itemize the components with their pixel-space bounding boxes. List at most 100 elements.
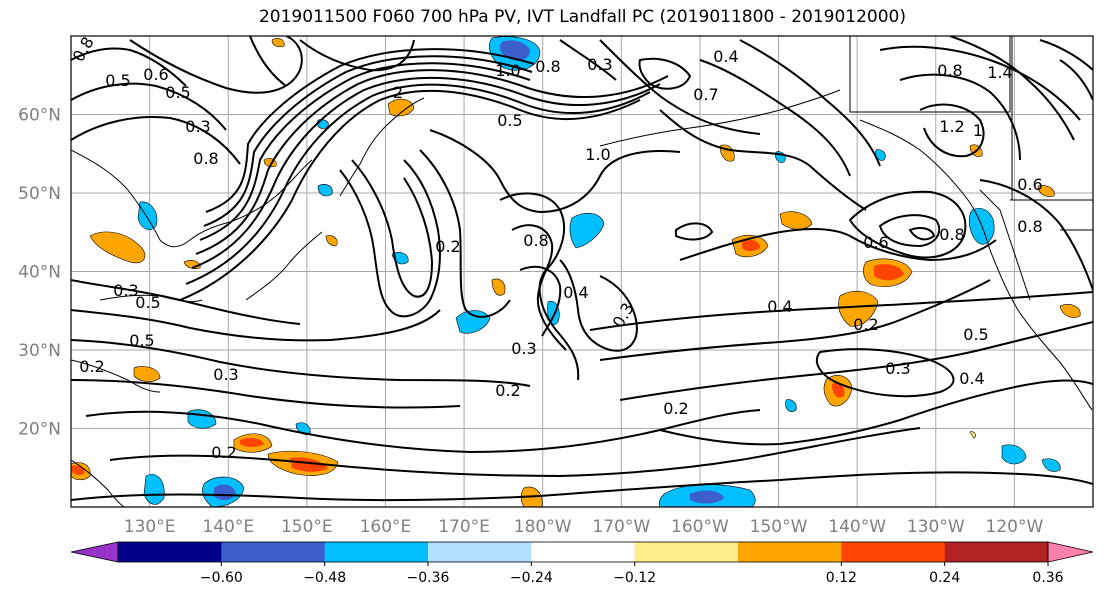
colorbar-bin: [738, 542, 842, 562]
lon-tick-label: 140°W: [828, 517, 886, 537]
contour-label: 0.2: [79, 357, 104, 376]
shade-pos: [89, 231, 146, 264]
colorbar-tick-label: −0.60: [200, 570, 243, 586]
contour-label: 0.2: [495, 381, 520, 400]
shade-neg: [785, 399, 797, 412]
colorbar-bin: [531, 542, 636, 562]
map-title: 2019011500 F060 700 hPa PV, IVT Landfall…: [258, 7, 906, 27]
contour-label: 0.6: [1017, 175, 1042, 194]
gridlines: [71, 36, 1093, 507]
shade-neg: [214, 484, 236, 501]
contour-label: 0.3: [587, 55, 612, 74]
contour-label: 0.8: [939, 225, 964, 244]
shade-neg: [1041, 458, 1061, 472]
contour-label: 0.3: [185, 117, 210, 136]
colorbar-tick-label: −0.48: [303, 570, 346, 586]
colorbar-frame: [117, 541, 1049, 563]
contour-label: 0.5: [129, 331, 154, 350]
shade-neg: [500, 40, 530, 61]
colorbar-tick-label: 0.24: [929, 570, 960, 586]
latitude-labels: 20°N 30°N 40°N 50°N 60°N: [18, 106, 61, 440]
pv-contours: [71, 36, 1093, 502]
contour-label: 0.4: [713, 47, 738, 66]
shade-neg: [187, 409, 217, 429]
contour-labels: 0.80.5 0.60.50.30.821.0 0.8 0.3 0.40.70.51.0…: [69, 33, 1043, 462]
shade-neg: [690, 490, 724, 504]
contour-label: 0.4: [563, 283, 588, 302]
colorbar-tick-label: 0.12: [826, 570, 857, 586]
contour-label: 1.0: [585, 145, 610, 164]
colorbar-tick-label: 0.36: [1032, 570, 1063, 586]
map-frame: [70, 35, 1094, 508]
contour-label: 0.7: [693, 85, 718, 104]
shade-pos: [271, 38, 285, 48]
shade-pos: [71, 465, 85, 475]
lat-tick-label: 60°N: [18, 106, 61, 126]
lon-tick-label: 120°W: [986, 517, 1044, 537]
contour-label: 0.2: [211, 443, 236, 462]
shade-neg: [137, 201, 158, 230]
colorbar: [70, 541, 1094, 563]
contour-label: 0.3: [885, 359, 910, 378]
shade-pos: [133, 366, 161, 382]
shade-pos: [240, 437, 264, 447]
colorbar-bin: [634, 542, 739, 562]
shade-pos: [779, 211, 813, 230]
shade-pos: [969, 431, 976, 439]
contour-label: 0.8: [535, 57, 560, 76]
shade-neg: [569, 212, 605, 249]
contour-label: 0.2: [853, 315, 878, 334]
colorbar-bin: [428, 542, 532, 562]
shade-neg: [317, 184, 333, 197]
lon-tick-label: 150°E: [281, 517, 333, 537]
colorbar-bin: [118, 542, 222, 562]
contour-label: 0.8: [523, 231, 548, 250]
contour-label: 0.5: [105, 71, 130, 90]
contour-label: 0.6: [143, 65, 168, 84]
shade-pos: [387, 98, 415, 117]
colorbar-bin: [221, 542, 326, 562]
colorbar-extend-high: [1047, 541, 1094, 563]
shade-neg: [143, 474, 165, 505]
lon-tick-label: 140°E: [202, 517, 254, 537]
shade-pos: [491, 278, 506, 296]
contour-label: 0.8: [69, 33, 98, 65]
longitude-labels: 130°E 140°E 150°E 160°E 170°E 180°W 170°W 160°W…: [124, 517, 1044, 537]
shade-pos: [325, 235, 338, 247]
lat-tick-label: 20°N: [18, 420, 61, 440]
shade-pos: [832, 382, 845, 398]
shade-pos: [874, 264, 904, 281]
contour-label: 0.3: [213, 365, 238, 384]
contour-label: 0.5: [165, 83, 190, 102]
contour-label: 0.5: [135, 293, 160, 312]
contour-label: 1: [973, 121, 983, 140]
contour-label: 1.4: [987, 63, 1012, 82]
contour-label: 0.5: [497, 111, 522, 130]
contour-label: 0.4: [767, 297, 792, 316]
shade-pos: [1059, 304, 1081, 318]
contour-label: 0.5: [963, 325, 988, 344]
lat-tick-label: 40°N: [18, 263, 61, 283]
lon-tick-label: 170°E: [438, 517, 490, 537]
colorbar-bin: [944, 542, 1049, 562]
shade-pos: [1037, 185, 1055, 197]
colorbar-tick-label: −0.12: [613, 570, 656, 586]
contour-label: 0.3: [511, 339, 536, 358]
contour-label: 0.2: [663, 399, 688, 418]
lat-tick-label: 50°N: [18, 184, 61, 204]
lon-tick-label: 170°W: [592, 517, 650, 537]
shade-neg: [1001, 444, 1027, 465]
colorbar-tick-label: −0.36: [407, 570, 450, 586]
lat-tick-label: 30°N: [18, 341, 61, 361]
contour-label: 0.3: [113, 281, 138, 300]
lon-tick-label: 180°W: [514, 517, 572, 537]
contour-label: 0.8: [1017, 217, 1042, 236]
contour-label: 0.6: [863, 233, 888, 252]
contour-label: 0.2: [435, 237, 460, 256]
colorbar-labels: −0.60−0.48−0.36−0.24−0.120.120.240.360.4…: [200, 562, 1064, 586]
lon-tick-label: 160°E: [360, 517, 412, 537]
lon-tick-label: 150°W: [750, 517, 808, 537]
colorbar-tick-label: −0.24: [510, 570, 553, 586]
colorbar-extend-low: [70, 541, 119, 563]
